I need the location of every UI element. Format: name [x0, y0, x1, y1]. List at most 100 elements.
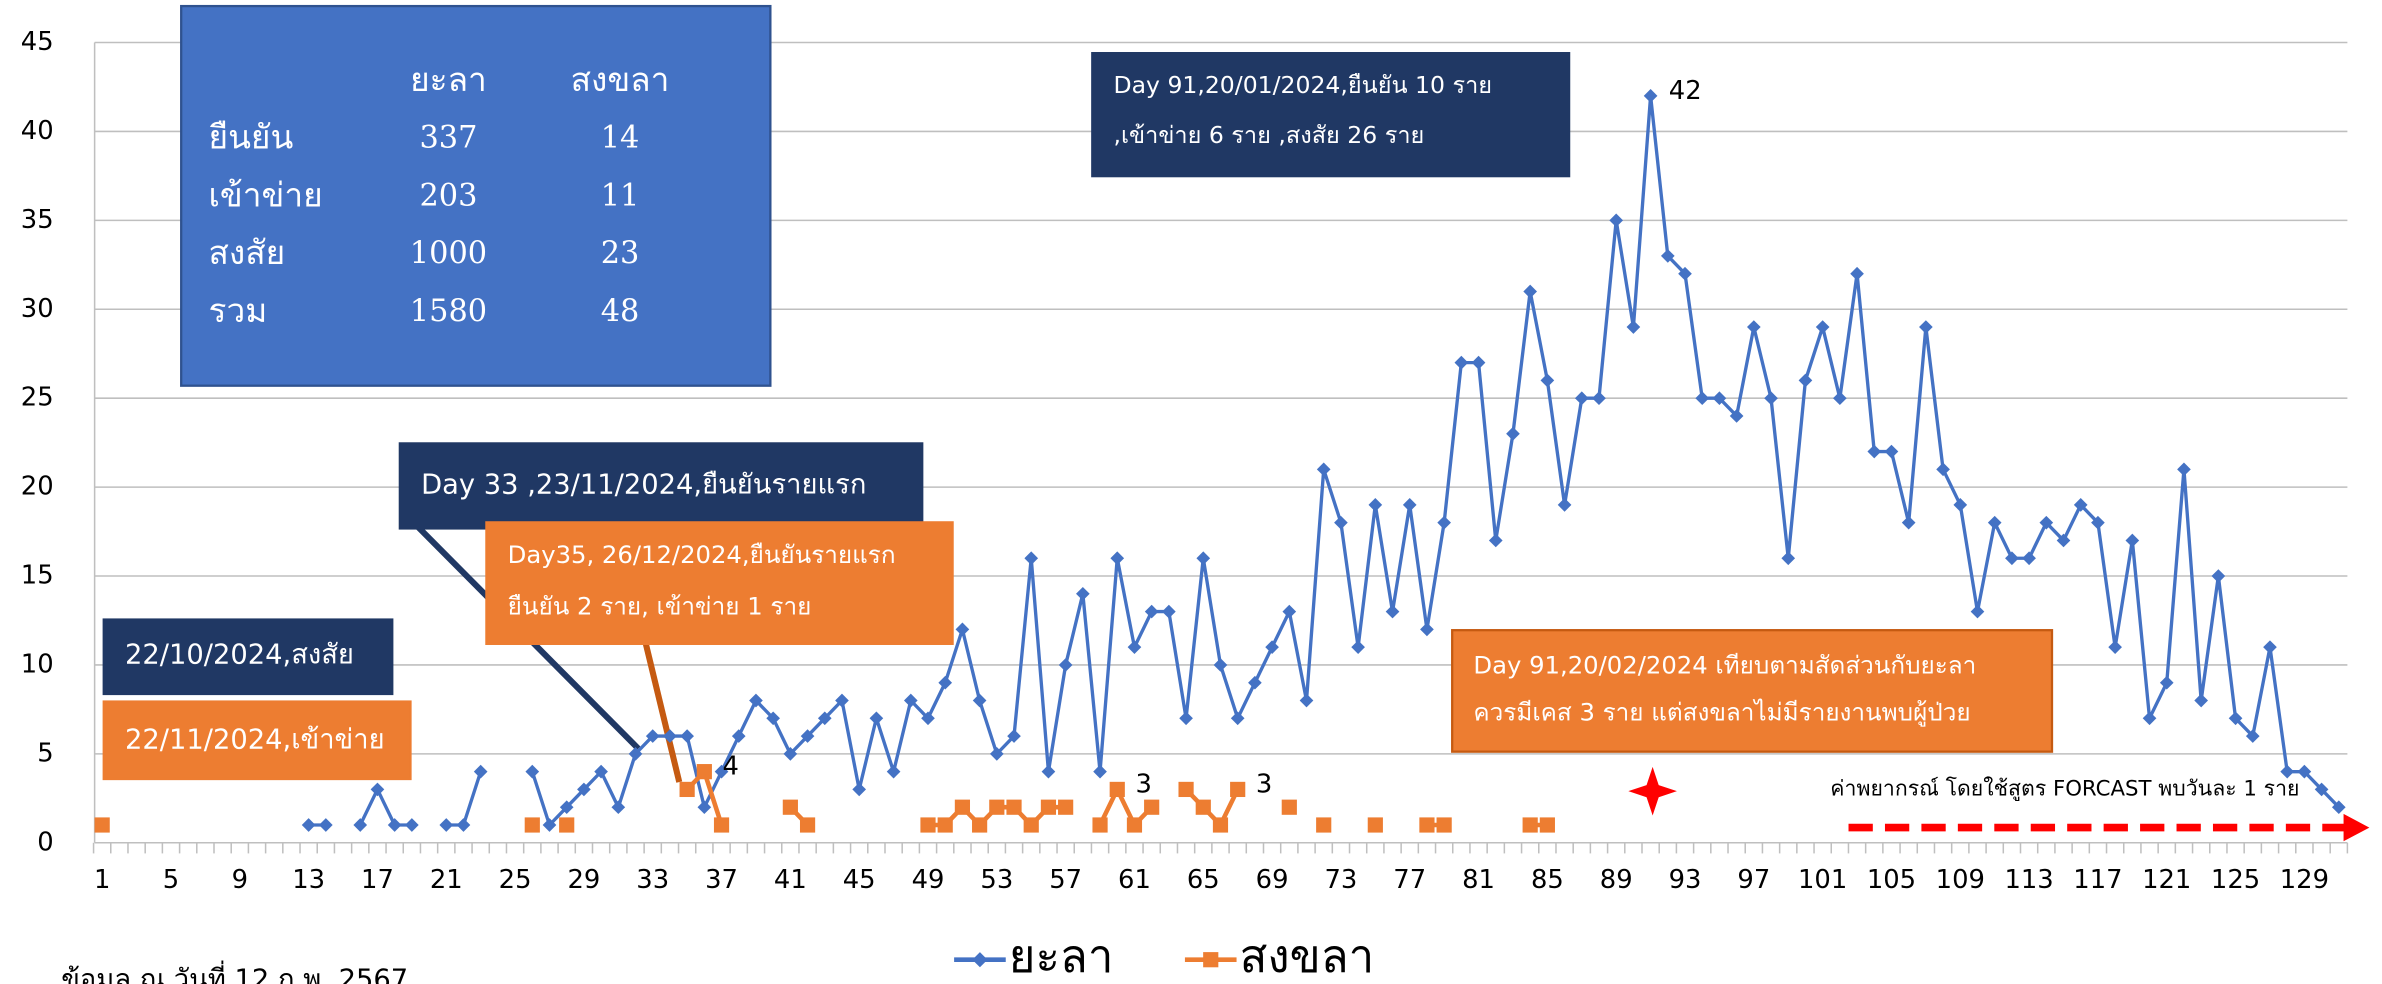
x-tick-label: 25: [499, 865, 532, 895]
point: [972, 693, 987, 708]
point: [456, 818, 471, 832]
x-tick-label: 109: [1936, 865, 1985, 895]
x-tick-label: 53: [980, 865, 1013, 895]
point: [782, 799, 798, 815]
point: [921, 711, 935, 726]
y-tick-label: 35: [21, 205, 54, 235]
point: [2159, 675, 2174, 690]
point: [1040, 799, 1057, 815]
x-tick-label: 89: [1600, 865, 1633, 895]
x-tick-label: 125: [2211, 865, 2260, 895]
point: [1179, 711, 1193, 726]
annotation-text: Day35, 26/12/2024,ยืนยันรายแรก: [508, 540, 896, 569]
point: [1643, 89, 1658, 103]
x-tick-label: 33: [636, 865, 669, 895]
annotation-text: 22/11/2024,เข้าข่าย: [125, 725, 385, 756]
table-header: ยะลา: [410, 60, 487, 99]
point: [542, 818, 557, 832]
point: [1212, 817, 1229, 833]
point: [1833, 391, 1847, 406]
point: [1368, 498, 1383, 512]
point: [817, 711, 832, 726]
point: [955, 622, 970, 637]
point: [1539, 817, 1555, 833]
point: [972, 817, 988, 833]
x-tick-label: 37: [705, 865, 738, 895]
point: [524, 817, 540, 833]
point: [559, 800, 574, 815]
point: [1385, 604, 1400, 619]
point: [800, 729, 815, 743]
point: [525, 764, 540, 779]
point: [2056, 533, 2071, 548]
point: [1815, 320, 1830, 334]
point: [2211, 569, 2226, 583]
annotation-text: ค่าพยากรณ์ โดยใช้สูตร FORCAST พบวันละ 1 …: [1830, 777, 2299, 802]
point: [1695, 391, 1710, 406]
point: [1281, 799, 1297, 815]
series-line: [308, 94, 2341, 827]
point: [1058, 658, 1073, 672]
x-tick-label: 93: [1669, 865, 1702, 895]
table-cell: 48: [601, 294, 640, 329]
table-cell: 337: [419, 121, 477, 156]
point: [937, 817, 953, 833]
point: [473, 764, 488, 779]
point: [835, 693, 849, 708]
point: [1557, 498, 1572, 512]
data-label: 3: [1256, 769, 1272, 799]
point: [387, 818, 402, 832]
point: [1626, 320, 1641, 334]
point: [1093, 764, 1107, 779]
point: [370, 782, 385, 797]
y-tick-label: 15: [21, 561, 54, 591]
x-tick-label: 69: [1256, 865, 1289, 895]
point: [611, 800, 626, 815]
point: [2280, 764, 2295, 779]
x-tick-label: 29: [567, 865, 600, 895]
x-tick-label: 49: [912, 865, 945, 895]
x-tick-label: 61: [1118, 865, 1151, 895]
x-tick-label: 21: [430, 865, 463, 895]
point: [1764, 391, 1778, 406]
point: [714, 764, 729, 779]
series-line: [685, 769, 1548, 828]
legend-marker: [1203, 952, 1219, 968]
x-tick-label: 45: [843, 865, 876, 895]
point: [2263, 640, 2277, 654]
point: [1178, 781, 1194, 798]
x-tick-label: 85: [1531, 865, 1564, 895]
point: [1884, 444, 1899, 459]
point: [1041, 764, 1056, 779]
point: [2194, 693, 2208, 708]
point: [1248, 675, 1262, 690]
x-tick-label: 17: [361, 865, 394, 895]
point: [1781, 551, 1796, 566]
point: [920, 817, 936, 833]
callout-line: [642, 643, 683, 783]
annotation-box: [102, 618, 394, 696]
point: [1850, 266, 1864, 281]
point: [1058, 799, 1074, 815]
point: [954, 799, 971, 815]
point: [1351, 640, 1365, 654]
point: [1265, 640, 1279, 654]
point: [405, 818, 419, 832]
point: [1195, 799, 1211, 815]
point: [989, 799, 1005, 815]
y-tick-label: 30: [21, 294, 54, 324]
point: [2245, 729, 2260, 743]
table-row-label: สงสัย: [209, 233, 286, 272]
point: [1109, 781, 1125, 798]
point: [2022, 551, 2036, 566]
x-tick-label: 117: [2073, 865, 2122, 895]
table-row-label: รวม: [209, 291, 268, 330]
x-tick-label: 41: [774, 865, 807, 895]
point: [645, 729, 660, 743]
source-note: ข้อมูล ณ วันที่ 12 ก.พ. 2567: [61, 960, 408, 984]
annotation-box: [398, 442, 924, 530]
y-tick-label: 20: [21, 472, 54, 502]
point: [2331, 800, 2346, 815]
point: [2108, 640, 2122, 654]
